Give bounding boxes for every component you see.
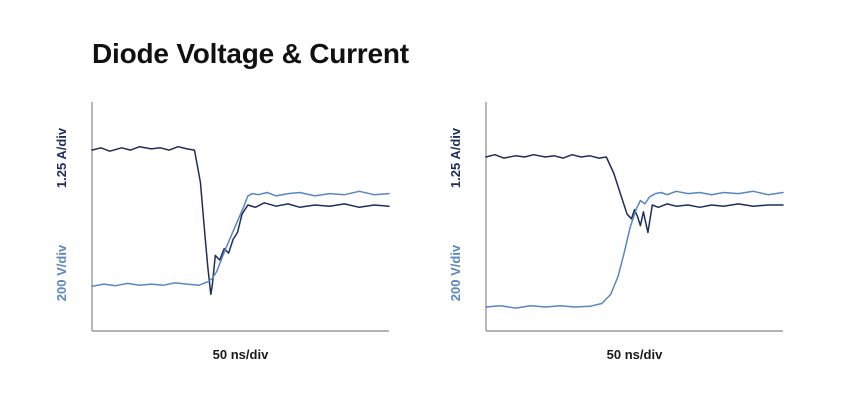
- voltage-trace-right: [485, 190, 784, 309]
- x-axis-label-left: 50 ns/div: [213, 347, 269, 362]
- page-title: Diode Voltage & Current: [92, 38, 409, 69]
- y-axis-label-current-right: 1.25 A/div: [448, 127, 463, 188]
- x-axis-label-right: 50 ns/div: [607, 347, 663, 362]
- y-axis-label-voltage-left: 200 V/div: [54, 244, 69, 301]
- current-trace-left: [91, 145, 390, 296]
- y-axis-label-current-left: 1.25 A/div: [54, 127, 69, 188]
- voltage-trace-left: [91, 190, 390, 288]
- current-trace-right: [485, 153, 784, 234]
- y-axis-label-voltage-right: 200 V/div: [448, 244, 463, 301]
